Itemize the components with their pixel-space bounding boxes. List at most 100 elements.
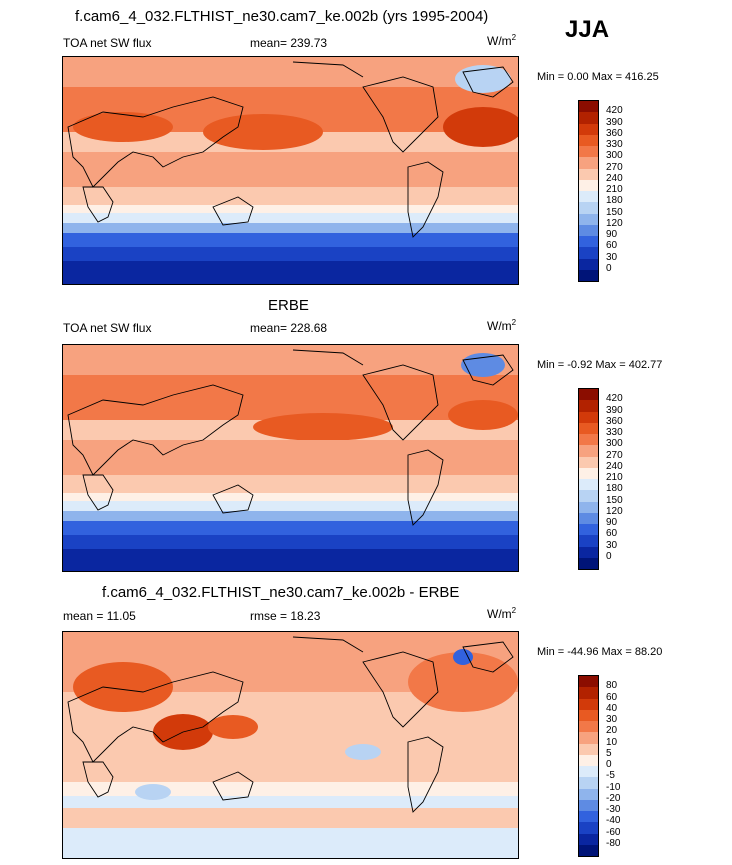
colorbar-tick-label: 300 [606, 438, 623, 450]
colorbar-tick-label: 420 [606, 393, 623, 405]
colorbar-tick-label: 330 [606, 139, 623, 150]
colorbar-cell [579, 777, 598, 789]
colorbar-cell [579, 389, 598, 401]
colorbar-tick-label: 5 [606, 747, 612, 759]
colorbar-tick-label: 90 [606, 517, 618, 528]
colorbar-tick-label: 90 [606, 229, 618, 240]
colorbar-cell [579, 535, 598, 547]
colorbar-tick-label: 390 [606, 116, 623, 128]
colorbar-tick-label: -60 [606, 826, 621, 838]
colorbar-cell [579, 247, 598, 259]
colorbar-cell [579, 411, 598, 423]
colorbar-cell [579, 811, 598, 823]
panel-2-left-label: TOA net SW flux [63, 321, 152, 335]
panel-3-map [62, 631, 519, 859]
panel-3-mean-label: mean = 11.05 [63, 609, 136, 623]
colorbar-cell [579, 400, 598, 412]
season-label: JJA [565, 16, 610, 43]
colorbar-tick-label: 180 [606, 195, 623, 207]
panel-3-title: f.cam6_4_032.FLTHIST_ne30.cam7_ke.002b -… [102, 584, 460, 601]
panel-3-colorbar-ticks: 80 60 40 30 20 10 5 0 -5 -10 -20 -30 -40 -60 -80 [606, 675, 646, 857]
panel-2-colorbar-ticks: 420 390 360 330 300 270 240 210 180 150 120 90 60 30 0 [606, 388, 646, 570]
panel-1-title: f.cam6_4_032.FLTHIST_ne30.cam7_ke.002b (… [75, 8, 489, 25]
colorbar-cell [579, 191, 598, 203]
colorbar-cell [579, 788, 598, 800]
colorbar-tick-label: 300 [606, 150, 623, 162]
panel-2-mean-label: mean= 228.68 [250, 321, 328, 335]
colorbar-tick-label: 150 [606, 206, 623, 218]
colorbar-cell [579, 224, 598, 236]
colorbar-tick-label: 210 [606, 184, 623, 195]
colorbar-tick-label: 120 [606, 217, 623, 229]
panel-1-map [62, 56, 519, 285]
colorbar-cell [579, 490, 598, 502]
colorbar-cell [579, 754, 598, 766]
colorbar-cell [579, 844, 598, 856]
unit-exponent: 2 [511, 33, 517, 42]
colorbar-cell [579, 501, 598, 513]
colorbar-cell [579, 146, 598, 158]
colorbar-tick-label: 360 [606, 127, 623, 139]
colorbar-cell [579, 766, 598, 778]
colorbar-cell [579, 546, 598, 558]
colorbar-tick-label: 60 [606, 240, 618, 252]
panel-1-colorbar [578, 100, 599, 282]
colorbar-cell [579, 258, 598, 270]
colorbar-tick-label: 330 [606, 427, 623, 438]
colorbar-cell [579, 434, 598, 446]
panel-2-unit-label: W/m2 [487, 318, 516, 333]
colorbar-tick-label: 270 [606, 161, 623, 173]
panel-1-minmax: Min = 0.00 Max = 416.25 [537, 71, 659, 83]
colorbar-cell [579, 112, 598, 124]
colorbar-tick-label: 0 [606, 262, 612, 274]
colorbar-cell [579, 732, 598, 744]
colorbar-cell [579, 557, 598, 569]
colorbar-cell [579, 698, 598, 710]
colorbar-cell [579, 422, 598, 434]
panel-2-map [62, 344, 519, 572]
panel-1-left-label: TOA net SW flux [63, 36, 152, 50]
colorbar-tick-label: 270 [606, 449, 623, 461]
colorbar-cell [579, 799, 598, 811]
colorbar-cell [579, 168, 598, 180]
colorbar-tick-label: -5 [606, 770, 615, 782]
colorbar-cell [579, 833, 598, 845]
colorbar-cell [579, 721, 598, 733]
colorbar-cell [579, 456, 598, 468]
colorbar-tick-label: -20 [606, 792, 621, 804]
unit-base: W/m [487, 34, 512, 48]
colorbar-cell [579, 467, 598, 479]
colorbar-tick-label: 30 [606, 251, 618, 263]
unit-exponent: 2 [511, 318, 517, 327]
panel-2-title: ERBE [268, 297, 309, 314]
colorbar-tick-label: 240 [606, 172, 623, 184]
panel-2-minmax: Min = -0.92 Max = 402.77 [537, 359, 663, 371]
colorbar-tick-label: -80 [606, 837, 621, 849]
colorbar-tick-label: 60 [606, 528, 618, 540]
panel-2-colorbar [578, 388, 599, 570]
colorbar-tick-label: 0 [606, 550, 612, 562]
panel-1-unit-label: W/m2 [487, 33, 516, 48]
colorbar-tick-label: 180 [606, 483, 623, 495]
unit-base: W/m [487, 607, 512, 621]
colorbar-cell [579, 269, 598, 281]
colorbar-cell [579, 822, 598, 834]
colorbar-tick-label: -10 [606, 781, 621, 793]
colorbar-tick-label: 150 [606, 494, 623, 506]
panel-3-colorbar [578, 675, 599, 857]
colorbar-cell [579, 101, 598, 113]
colorbar-tick-label: 390 [606, 404, 623, 416]
colorbar-tick-label: 240 [606, 460, 623, 472]
colorbar-tick-label: 30 [606, 539, 618, 551]
colorbar-cell [579, 236, 598, 248]
colorbar-cell [579, 202, 598, 214]
colorbar-cell [579, 512, 598, 524]
colorbar-cell [579, 524, 598, 536]
colorbar-tick-label: 40 [606, 702, 618, 714]
colorbar-cell [579, 179, 598, 191]
colorbar-cell [579, 479, 598, 491]
colorbar-cell [579, 676, 598, 688]
colorbar-cell [579, 123, 598, 135]
colorbar-cell [579, 709, 598, 721]
colorbar-cell [579, 743, 598, 755]
